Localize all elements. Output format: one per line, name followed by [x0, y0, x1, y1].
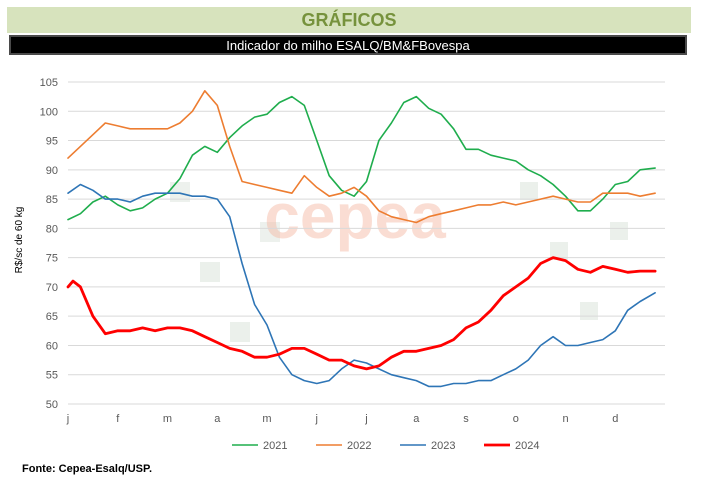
chart-area: cepea 50 55 60 65 70 75 80 85 90 95 100 105 j f m a m j j… [0, 62, 701, 462]
chart-title-box: Indicador do milho ESALQ/BM&FBovespa [9, 35, 687, 55]
page-title: GRÁFICOS [301, 10, 397, 30]
y-tick-label: 55 [46, 370, 58, 382]
x-tick-label: m [262, 413, 271, 425]
y-tick-label: 75 [46, 253, 58, 265]
line-chart: cepea 50 55 60 65 70 75 80 85 90 95 100 105 j f m a m j j… [14, 77, 665, 452]
x-tick-label: j [66, 413, 69, 425]
legend-label-2022: 2022 [347, 440, 371, 452]
x-tick-label: o [513, 413, 519, 425]
series-line-2021 [67, 95, 656, 221]
header-band: GRÁFICOS [7, 7, 691, 33]
x-tick-label: f [116, 413, 120, 425]
x-tick-label: j [364, 413, 367, 425]
watermark-decoration [170, 182, 628, 342]
y-axis-label: R$/sc de 60 kg [14, 207, 25, 274]
x-tick-label: d [612, 413, 618, 425]
y-tick-label: 65 [46, 311, 58, 323]
x-tick-label: m [163, 413, 172, 425]
series-line-2022 [67, 89, 656, 224]
series-line-2024 [66, 256, 657, 371]
series-line-2023 [67, 183, 656, 388]
y-tick-label: 60 [46, 340, 58, 352]
y-tick-label: 95 [46, 136, 58, 148]
y-tick-label: 85 [46, 194, 58, 206]
watermark-text: cepea [264, 180, 446, 252]
y-tick-label: 70 [46, 282, 58, 294]
grid [68, 81, 665, 405]
x-tick-label: n [562, 413, 568, 425]
source-note: Fonte: Cepea-Esalq/USP. [22, 463, 152, 475]
chart-title: Indicador do milho ESALQ/BM&FBovespa [226, 38, 470, 53]
x-tick-label: j [315, 413, 318, 425]
legend-label-2021: 2021 [263, 440, 287, 452]
y-tick-label: 80 [46, 223, 58, 235]
y-tick-label: 90 [46, 165, 58, 177]
legend-label-2024: 2024 [515, 440, 539, 452]
legend: 2021 2022 2023 2024 [232, 440, 539, 452]
y-tick-label: 50 [46, 399, 58, 411]
x-tick-label: a [413, 413, 420, 425]
y-tick-label: 100 [40, 106, 58, 118]
x-tick-label: s [463, 413, 469, 425]
legend-label-2023: 2023 [431, 440, 455, 452]
series-lines [66, 89, 657, 388]
y-tick-label: 105 [40, 77, 58, 89]
y-axis: 50 55 60 65 70 75 80 85 90 95 100 105 [40, 77, 58, 411]
x-tick-label: a [214, 413, 221, 425]
